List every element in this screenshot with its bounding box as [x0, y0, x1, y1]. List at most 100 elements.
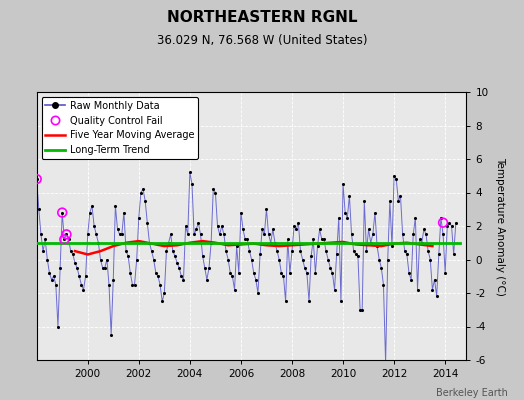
- Legend: Raw Monthly Data, Quality Control Fail, Five Year Moving Average, Long-Term Tren: Raw Monthly Data, Quality Control Fail, …: [41, 97, 198, 159]
- Point: [199, 253, 207, 259]
- Point: [133, 256, 141, 263]
- Point: [445, 220, 454, 226]
- Point: [231, 286, 239, 293]
- Point: [362, 248, 370, 254]
- Point: [418, 240, 426, 246]
- Point: [139, 186, 147, 192]
- Point: [235, 270, 243, 276]
- Point: [328, 270, 336, 276]
- Point: [58, 210, 67, 216]
- Point: [179, 276, 188, 283]
- Point: [371, 210, 379, 216]
- Point: [111, 203, 119, 209]
- Point: [49, 273, 58, 280]
- Point: [379, 282, 388, 288]
- Point: [32, 176, 41, 182]
- Point: [233, 243, 241, 249]
- Point: [256, 251, 264, 258]
- Point: [409, 231, 418, 238]
- Point: [426, 256, 434, 263]
- Point: [267, 240, 275, 246]
- Point: [181, 223, 190, 229]
- Point: [62, 231, 71, 238]
- Point: [273, 248, 281, 254]
- Point: [296, 248, 304, 254]
- Point: [311, 270, 320, 276]
- Point: [364, 226, 373, 232]
- Point: [301, 265, 309, 271]
- Point: [205, 265, 213, 271]
- Point: [339, 181, 347, 187]
- Point: [430, 276, 439, 283]
- Point: [441, 270, 450, 276]
- Point: [281, 298, 290, 304]
- Point: [450, 251, 458, 258]
- Point: [269, 226, 277, 232]
- Point: [169, 248, 177, 254]
- Point: [443, 223, 452, 229]
- Point: [260, 231, 268, 238]
- Point: [64, 236, 73, 242]
- Point: [375, 256, 384, 263]
- Point: [394, 198, 402, 204]
- Point: [83, 231, 92, 238]
- Point: [332, 251, 341, 258]
- Point: [39, 248, 47, 254]
- Point: [171, 253, 179, 259]
- Point: [196, 231, 205, 238]
- Point: [335, 214, 343, 221]
- Point: [265, 231, 273, 238]
- Point: [143, 220, 151, 226]
- Point: [217, 223, 226, 229]
- Text: NORTHEASTERN RGNL: NORTHEASTERN RGNL: [167, 10, 357, 25]
- Point: [67, 248, 75, 254]
- Point: [119, 210, 128, 216]
- Point: [215, 231, 224, 238]
- Point: [99, 265, 107, 271]
- Point: [175, 265, 183, 271]
- Point: [318, 236, 326, 242]
- Point: [305, 298, 313, 304]
- Point: [162, 248, 171, 254]
- Point: [113, 226, 122, 232]
- Point: [439, 220, 447, 226]
- Point: [52, 282, 60, 288]
- Point: [422, 231, 430, 238]
- Point: [62, 231, 71, 238]
- Point: [252, 276, 260, 283]
- Point: [358, 306, 366, 313]
- Point: [392, 176, 400, 182]
- Point: [90, 223, 99, 229]
- Point: [277, 270, 286, 276]
- Point: [434, 251, 443, 258]
- Point: [128, 282, 137, 288]
- Point: [222, 248, 230, 254]
- Point: [209, 186, 217, 192]
- Point: [177, 273, 185, 280]
- Point: [322, 248, 330, 254]
- Point: [71, 260, 79, 266]
- Point: [188, 181, 196, 187]
- Point: [101, 265, 109, 271]
- Point: [388, 243, 396, 249]
- Point: [326, 265, 334, 271]
- Point: [94, 240, 103, 246]
- Point: [352, 251, 360, 258]
- Point: [356, 306, 364, 313]
- Point: [117, 231, 126, 238]
- Point: [424, 248, 432, 254]
- Point: [390, 172, 398, 179]
- Point: [45, 270, 53, 276]
- Point: [345, 193, 354, 199]
- Point: [151, 270, 160, 276]
- Point: [165, 240, 173, 246]
- Y-axis label: Temperature Anomaly (°C): Temperature Anomaly (°C): [495, 156, 505, 296]
- Point: [320, 236, 328, 242]
- Point: [341, 210, 350, 216]
- Point: [43, 256, 51, 263]
- Point: [135, 214, 143, 221]
- Point: [37, 231, 45, 238]
- Point: [228, 273, 237, 280]
- Point: [402, 251, 411, 258]
- Point: [137, 189, 145, 196]
